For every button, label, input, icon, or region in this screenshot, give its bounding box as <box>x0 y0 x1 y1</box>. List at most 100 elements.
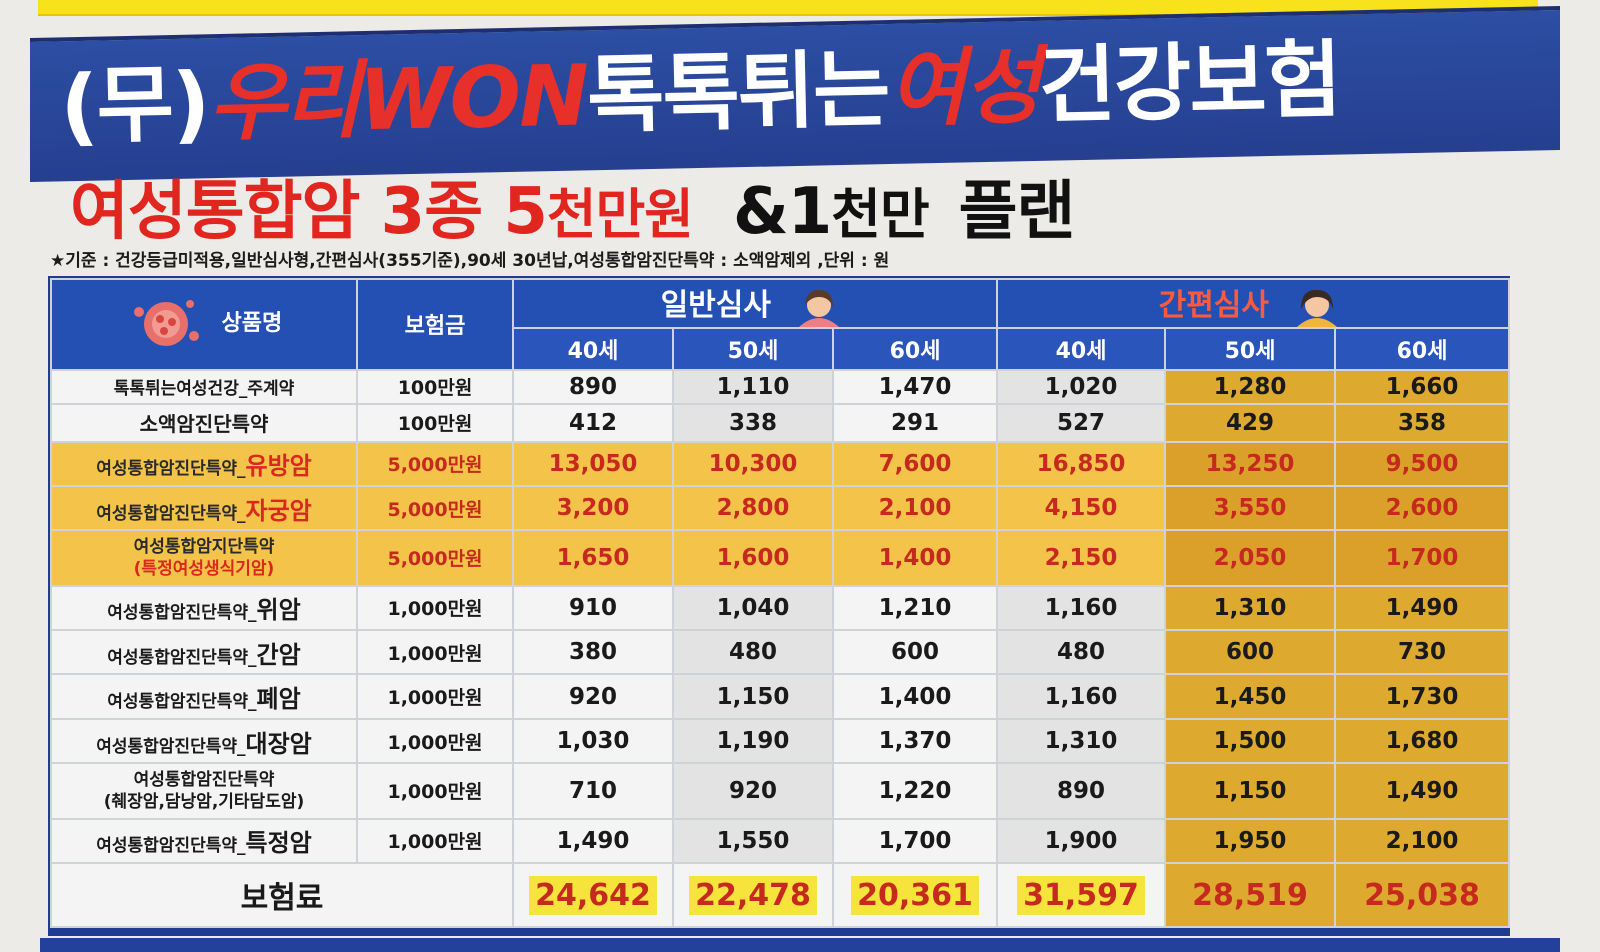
row-value: 600 <box>831 629 999 676</box>
total-value: 20,361 <box>831 862 999 928</box>
row-value: 380 <box>512 629 674 676</box>
total-amount: 31,597 <box>1017 875 1145 915</box>
row-value: 600 <box>1164 629 1337 676</box>
row-name-prefix: 여성통합암진단특약_ <box>96 836 246 857</box>
title-word-women: 여성 <box>887 36 1040 138</box>
row-amount: 1,000만원 <box>356 762 514 820</box>
total-label: 보험료 <box>50 862 514 928</box>
bottom-blue-strip <box>40 938 1560 952</box>
row-amount: 100만원 <box>356 403 514 443</box>
row-value: 10,300 <box>672 440 834 487</box>
row-name-prefix: 여성통합암진단특약_ <box>107 647 257 668</box>
row-value: 2,050 <box>1164 529 1337 587</box>
row-product-name: 여성통합암진단특약_유방암 <box>50 440 358 487</box>
row-value: 890 <box>996 762 1167 820</box>
row-value: 1,950 <box>1164 817 1337 864</box>
table-row: 여성통합암진단특약_대장암 1,000만원 1,030 1,190 1,370 … <box>50 717 1511 765</box>
virus-icon <box>133 300 199 347</box>
row-value: 910 <box>512 584 674 632</box>
subtitle-50m: 천만원 <box>546 183 694 246</box>
row-value: 920 <box>672 762 834 820</box>
row-value: 1,160 <box>996 673 1167 720</box>
age-header: 60세 <box>1334 326 1511 371</box>
row-value: 1,900 <box>996 817 1167 864</box>
row-name-prefix: 여성통합암진단특약_ <box>96 736 246 757</box>
row-name-cancer: 폐암 <box>256 685 301 714</box>
row-value: 1,150 <box>672 673 834 720</box>
title-prefix: (무) <box>59 53 210 155</box>
row-amount: 5,000만원 <box>356 440 514 487</box>
row-value: 9,500 <box>1334 440 1511 487</box>
row-value: 358 <box>1334 403 1511 443</box>
row-name-cancer: 위암 <box>256 596 301 625</box>
row-name-prefix: 여성통합암진단특약_ <box>96 459 246 480</box>
subtitle-plan: 플랜 <box>958 175 1076 249</box>
row-value: 710 <box>512 762 674 820</box>
age-header: 50세 <box>672 326 834 371</box>
row-name-prefix: 여성통합암진단특약_ <box>107 692 257 713</box>
row-value: 1,470 <box>831 368 999 406</box>
row-product-name: 소액암진단특약 <box>50 403 358 443</box>
table-row: 여성통합암진단특약_특정암 1,000만원 1,490 1,550 1,700 … <box>50 817 1511 864</box>
row-product-name: 여성통합암진단특약 (췌장암,담낭암,기타담도암) <box>50 762 358 820</box>
woman-avatar-icon <box>799 289 840 327</box>
table-row-highlight: 여성통합암지단특약 (특정여성생식기암) 5,000만원 1,650 1,600 … <box>50 529 1511 587</box>
row-value: 1,400 <box>831 673 999 720</box>
row-value: 1,210 <box>831 584 999 632</box>
age-header: 40세 <box>512 326 674 371</box>
total-value: 28,519 <box>1164 862 1337 928</box>
row-name-line2: (특정여성생식기암) <box>133 558 275 579</box>
row-value: 1,280 <box>1164 368 1337 406</box>
row-name-cancer: 유방암 <box>245 452 312 481</box>
row-value: 2,100 <box>831 484 999 532</box>
table-row-highlight: 여성통합암진단특약_자궁암 5,000만원 3,200 2,800 2,100 … <box>50 484 1511 532</box>
total-amount: 24,642 <box>529 875 657 915</box>
table-row: 여성통합암진단특약 (췌장암,담낭암,기타담도암) 1,000만원 710 920… <box>50 762 1511 820</box>
age-header: 60세 <box>831 326 999 371</box>
table-row: 여성통합암진단특약_간암 1,000만원 380 480 600 480 600… <box>50 629 1511 676</box>
row-value: 1,680 <box>1334 717 1511 765</box>
row-value: 4,150 <box>996 484 1167 532</box>
header-simple-review: 간편심사 <box>996 278 1511 329</box>
row-amount: 1,000만원 <box>356 584 514 632</box>
row-value: 1,310 <box>996 717 1167 765</box>
row-value: 1,030 <box>512 717 674 765</box>
title-word-toktok: 톡톡튀는 <box>586 39 890 144</box>
row-value: 1,660 <box>1334 368 1511 406</box>
row-value: 1,020 <box>996 368 1167 406</box>
row-name-line2: (췌장암,담낭암,기타담도암) <box>103 791 305 812</box>
row-value: 527 <box>996 403 1167 443</box>
row-value: 730 <box>1334 629 1511 676</box>
table-row: 톡톡튀는여성건강_주계약 100만원 890 1,110 1,470 1,020… <box>50 368 1511 406</box>
row-value: 1,160 <box>996 584 1167 632</box>
row-value: 1,490 <box>1334 584 1511 632</box>
header-general-review: 일반심사 <box>511 278 999 329</box>
row-value: 2,150 <box>996 529 1167 587</box>
row-value: 1,110 <box>672 368 834 406</box>
row-value: 1,400 <box>831 529 999 587</box>
row-amount: 1,000만원 <box>356 673 514 720</box>
row-name-cancer: 특정암 <box>245 829 312 858</box>
row-name-line1: 여성통합암진단특약 <box>133 769 275 790</box>
total-amount: 25,038 <box>1364 877 1480 913</box>
row-name-line1: 여성통합암지단특약 <box>133 536 275 557</box>
row-value: 1,040 <box>672 584 834 632</box>
row-product-name: 여성통합암진단특약_간암 <box>50 629 358 676</box>
row-value: 3,200 <box>512 484 674 532</box>
row-product-name: 여성통합암진단특약_위암 <box>50 584 358 632</box>
row-product-name: 여성통합암진단특약_특정암 <box>50 817 358 864</box>
row-value: 1,310 <box>1164 584 1337 632</box>
row-value: 1,220 <box>831 762 999 820</box>
plan-subtitle: 여성통합암 3종 5 천만원 &1 천만 플랜 <box>70 160 1550 249</box>
row-value: 1,500 <box>1164 717 1337 765</box>
total-amount: 28,519 <box>1192 877 1308 913</box>
total-value: 24,642 <box>512 862 674 928</box>
row-name-prefix: 여성통합암진단특약_ <box>107 603 257 624</box>
row-product-name: 여성통합암진단특약_자궁암 <box>50 484 358 532</box>
header-amount: 보험금 <box>356 278 514 371</box>
row-value: 1,190 <box>672 717 834 765</box>
row-amount: 5,000만원 <box>356 529 514 587</box>
table-row: 여성통합암진단특약_폐암 1,000만원 920 1,150 1,400 1,1… <box>50 673 1511 720</box>
row-amount: 5,000만원 <box>356 484 514 532</box>
title-word-insurance: 건강보험 <box>1037 30 1341 135</box>
